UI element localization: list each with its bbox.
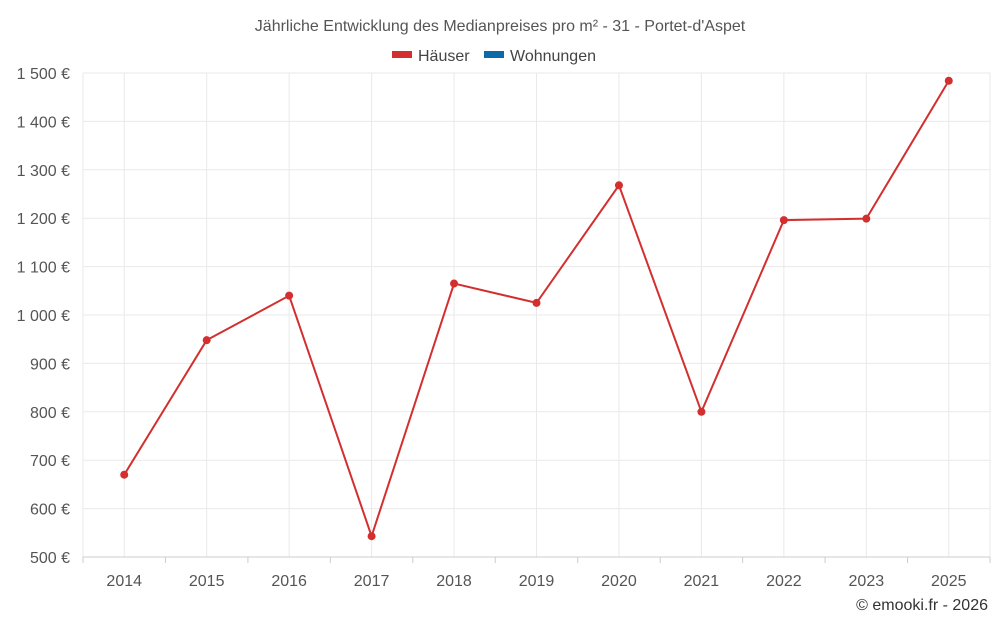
data-point[interactable] xyxy=(779,216,788,225)
legend: Häuser Wohnungen xyxy=(392,48,596,65)
chart-title: Jährliche Entwicklung des Medianpreises … xyxy=(255,18,746,35)
x-tick-label: 2016 xyxy=(271,573,307,590)
data-point[interactable] xyxy=(202,336,211,345)
grid xyxy=(82,72,991,558)
y-tick-label: 1 200 € xyxy=(17,211,70,228)
legend-label-houses: Häuser xyxy=(418,48,470,65)
x-tick-label: 2017 xyxy=(354,573,390,590)
y-tick-label: 1 100 € xyxy=(17,260,70,277)
data-point[interactable] xyxy=(944,76,953,85)
x-tick-label: 2022 xyxy=(766,573,802,590)
data-point[interactable] xyxy=(697,407,706,416)
y-tick-label: 1 300 € xyxy=(17,163,70,180)
y-tick-label: 900 € xyxy=(30,356,70,373)
data-point[interactable] xyxy=(450,279,459,288)
x-tick-label: 2014 xyxy=(106,573,142,590)
y-tick-label: 1 400 € xyxy=(17,114,70,131)
legend-item-houses[interactable]: Häuser xyxy=(392,48,470,65)
x-tick-label: 2021 xyxy=(684,573,720,590)
x-tick-label: 2023 xyxy=(849,573,885,590)
series-houses xyxy=(120,76,953,541)
data-point[interactable] xyxy=(120,470,129,479)
x-tick-label: 2025 xyxy=(931,573,967,590)
legend-item-apartments[interactable]: Wohnungen xyxy=(484,48,596,65)
x-tick-label: 2020 xyxy=(601,573,637,590)
x-tick-label: 2018 xyxy=(436,573,472,590)
x-tick-label: 2019 xyxy=(519,573,555,590)
y-tick-label: 800 € xyxy=(30,405,70,422)
x-tick-label: 2015 xyxy=(189,573,225,590)
legend-swatch-houses xyxy=(392,51,412,58)
y-tick-label: 600 € xyxy=(30,502,70,519)
y-tick-label: 1 000 € xyxy=(17,308,70,325)
legend-label-apartments: Wohnungen xyxy=(510,48,596,65)
y-axis: 500 € 600 € 700 € 800 € 900 € 1 000 € 1 100 € 1… xyxy=(17,66,70,567)
x-axis: 2014 2015 2016 2017 2018 2019 2020 2021 2022 2023… xyxy=(82,557,991,590)
data-point[interactable] xyxy=(532,298,541,307)
data-point[interactable] xyxy=(862,214,871,223)
legend-swatch-apartments xyxy=(484,51,504,58)
data-point[interactable] xyxy=(614,181,623,190)
y-tick-label: 500 € xyxy=(30,550,70,567)
data-point[interactable] xyxy=(285,291,294,300)
y-tick-label: 1 500 € xyxy=(17,66,70,83)
data-point[interactable] xyxy=(367,532,376,541)
y-tick-label: 700 € xyxy=(30,453,70,470)
copyright-footer: © emooki.fr - 2026 xyxy=(856,597,988,614)
